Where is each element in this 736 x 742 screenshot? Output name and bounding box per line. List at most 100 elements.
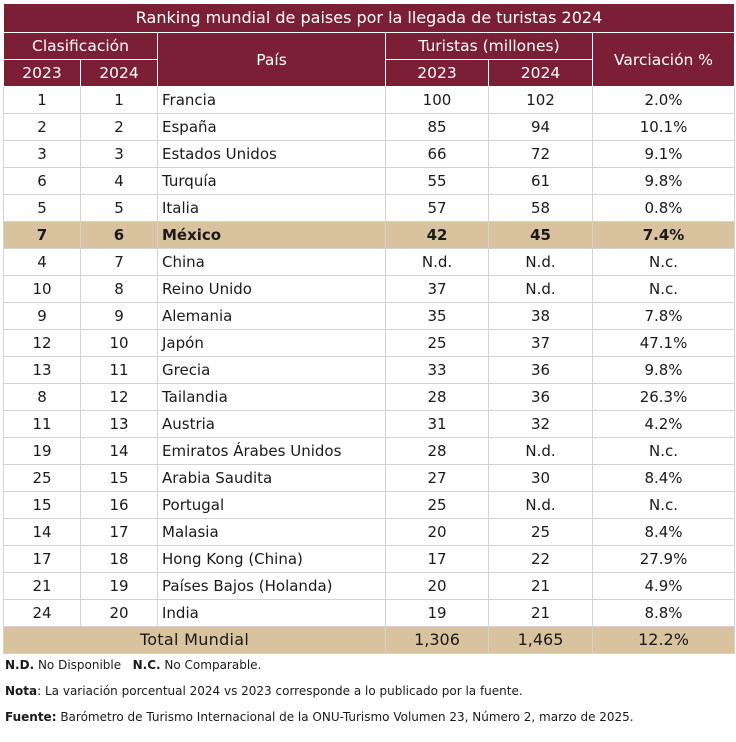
- tourists-2023-cell: 33: [385, 356, 489, 384]
- variation-cell: 7.4%: [591, 221, 736, 249]
- table-row: 21 19 Países Bajos (Holanda) 20 21 4.9%: [3, 572, 736, 600]
- rank-2023-cell: 15: [3, 491, 81, 519]
- rank-2023-cell: 19: [3, 437, 81, 465]
- country-cell: Austria: [157, 410, 386, 438]
- tourists-2024-cell: 61: [488, 167, 593, 195]
- variation-cell: 4.2%: [591, 410, 736, 438]
- nd-text: No Disponible: [37, 658, 122, 672]
- table-row: 12 10 Japón 25 37 47.1%: [3, 329, 736, 357]
- rank-2024-cell: 4: [80, 167, 158, 195]
- country-cell: Emiratos Árabes Unidos: [157, 437, 386, 465]
- country-cell: Japón: [157, 329, 386, 357]
- rank-2024-cell: 1: [80, 86, 158, 114]
- nd-key: N.D.: [5, 658, 35, 672]
- rank-2023-cell: 13: [3, 356, 81, 384]
- country-cell: Arabia Saudita: [157, 464, 386, 492]
- rank-2024-cell: 19: [80, 572, 158, 600]
- table-row: 2 2 España 85 94 10.1%: [3, 113, 736, 141]
- rank-2024-cell: 17: [80, 518, 158, 546]
- rank-2023-cell: 17: [3, 545, 81, 573]
- tourists-2024-cell: 58: [488, 194, 593, 222]
- rank-2024-cell: 10: [80, 329, 158, 357]
- header-rank-2024: 2024: [80, 59, 158, 87]
- rank-2023-cell: 25: [3, 464, 81, 492]
- country-cell: China: [157, 248, 386, 276]
- country-cell: Malasia: [157, 518, 386, 546]
- nota-text: : La variación porcentual 2024 vs 2023 c…: [37, 684, 523, 698]
- rank-2024-cell: 20: [80, 599, 158, 627]
- header-variacion: Varciación %: [591, 32, 736, 87]
- tourists-2023-cell: 19: [385, 599, 489, 627]
- table-row: 17 18 Hong Kong (China) 17 22 27.9%: [3, 545, 736, 573]
- tourists-2024-cell: 36: [488, 356, 593, 384]
- tourists-2024-cell: N.d.: [488, 491, 593, 519]
- tourists-2024-cell: N.d.: [488, 437, 593, 465]
- country-cell: México: [157, 221, 386, 249]
- tourists-2024-cell: 21: [488, 599, 593, 627]
- rank-2023-cell: 6: [3, 167, 81, 195]
- country-cell: India: [157, 599, 386, 627]
- country-cell: Estados Unidos: [157, 140, 386, 168]
- nota-key: Nota: [5, 684, 38, 698]
- tourists-2024-cell: 36: [488, 383, 593, 411]
- table-row: 1 1 Francia 100 102 2.0%: [3, 86, 736, 114]
- nc-text: No Comparable.: [164, 658, 262, 672]
- table-row: 7 6 México 42 45 7.4%: [3, 221, 736, 249]
- variation-cell: N.c.: [591, 275, 736, 303]
- rank-2023-cell: 9: [3, 302, 81, 330]
- variation-cell: 2.0%: [591, 86, 736, 114]
- variation-cell: 7.8%: [591, 302, 736, 330]
- tourists-2024-cell: 72: [488, 140, 593, 168]
- tourists-2024-cell: 21: [488, 572, 593, 600]
- rank-2023-cell: 11: [3, 410, 81, 438]
- country-cell: España: [157, 113, 386, 141]
- rank-2024-cell: 18: [80, 545, 158, 573]
- tourists-2023-cell: 31: [385, 410, 489, 438]
- country-cell: Turquía: [157, 167, 386, 195]
- header-clasificacion: Clasificación: [3, 32, 158, 60]
- variation-cell: 8.4%: [591, 518, 736, 546]
- rank-2023-cell: 1: [3, 86, 81, 114]
- rank-2024-cell: 12: [80, 383, 158, 411]
- table-row: 4 7 China N.d. N.d. N.c.: [3, 248, 736, 276]
- table-row: 15 16 Portugal 25 N.d. N.c.: [3, 491, 736, 519]
- variation-cell: 9.8%: [591, 167, 736, 195]
- ranking-table-container: Ranking mundial de paises por la llegada…: [2, 4, 736, 736]
- rank-2024-cell: 7: [80, 248, 158, 276]
- total-tourists-2024: 1,465: [488, 626, 593, 654]
- header-tourists-2024: 2024: [488, 59, 593, 87]
- table-row: 6 4 Turquía 55 61 9.8%: [3, 167, 736, 195]
- country-cell: Grecia: [157, 356, 386, 384]
- tourists-2024-cell: N.d.: [488, 248, 593, 276]
- header-tourists-2023: 2023: [385, 59, 489, 87]
- rank-2023-cell: 10: [3, 275, 81, 303]
- table-row: 8 12 Tailandia 28 36 26.3%: [3, 383, 736, 411]
- tourists-2024-cell: 45: [488, 221, 593, 249]
- country-cell: Reino Unido: [157, 275, 386, 303]
- variation-cell: 26.3%: [591, 383, 736, 411]
- table-row: 9 9 Alemania 35 38 7.8%: [3, 302, 736, 330]
- tourists-2024-cell: 94: [488, 113, 593, 141]
- tourists-2024-cell: 32: [488, 410, 593, 438]
- variation-cell: 47.1%: [591, 329, 736, 357]
- tourists-2023-cell: N.d.: [385, 248, 489, 276]
- ranking-table: Ranking mundial de paises por la llegada…: [2, 4, 736, 654]
- rank-2023-cell: 21: [3, 572, 81, 600]
- tourists-2023-cell: 20: [385, 518, 489, 546]
- total-row: Total Mundial 1,306 1,465 12.2%: [3, 626, 736, 654]
- tourists-2023-cell: 37: [385, 275, 489, 303]
- tourists-2023-cell: 100: [385, 86, 489, 114]
- tourists-2024-cell: 38: [488, 302, 593, 330]
- tourists-2023-cell: 27: [385, 464, 489, 492]
- header-pais: País: [157, 32, 386, 87]
- footnotes: N.D. No Disponible N.C. No Comparable. N…: [3, 658, 734, 724]
- tourists-2023-cell: 25: [385, 329, 489, 357]
- total-tourists-2023: 1,306: [385, 626, 489, 654]
- rank-2024-cell: 8: [80, 275, 158, 303]
- tourists-2023-cell: 35: [385, 302, 489, 330]
- tourists-2023-cell: 85: [385, 113, 489, 141]
- nota-note: Nota: La variación porcentual 2024 vs 20…: [5, 684, 734, 698]
- table-row: 3 3 Estados Unidos 66 72 9.1%: [3, 140, 736, 168]
- tourists-2024-cell: N.d.: [488, 275, 593, 303]
- tourists-2024-cell: 25: [488, 518, 593, 546]
